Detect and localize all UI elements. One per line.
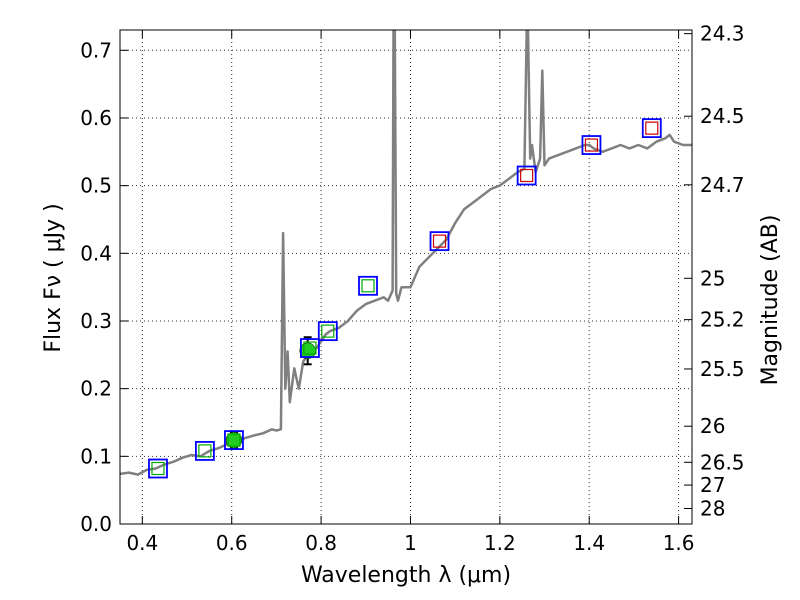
y-tick-label: 0.5 (80, 174, 112, 198)
model-point-inner (227, 433, 241, 447)
model-point-outer (317, 321, 338, 342)
right-tick-label: 24.3 (700, 22, 745, 46)
right-tick-label: 28 (700, 497, 725, 521)
model-point-inner (645, 121, 659, 135)
right-tick-label: 24.5 (700, 104, 745, 128)
model-point-outer (429, 231, 450, 252)
x-tick-label: 1.6 (663, 531, 695, 555)
y-tick-label: 0.1 (80, 444, 112, 468)
right-tick-label: 25.2 (700, 308, 745, 332)
observed-point (225, 431, 243, 449)
model-point-inner (321, 324, 335, 338)
model-point-inner (303, 341, 317, 355)
y-tick-label: 0.4 (80, 241, 112, 265)
model-point-inner (520, 168, 534, 183)
model-point-outer (148, 458, 168, 479)
y-tick-label: 0.7 (80, 38, 112, 62)
model-point-outer (300, 338, 320, 358)
model-point-inner (432, 234, 447, 248)
axis-labels: Wavelength λ (μm) Flux Fν ( μJy ) Magnit… (41, 203, 783, 588)
model-point-outer (581, 135, 602, 155)
photometry-markers (148, 118, 662, 479)
model-point-inner (584, 138, 599, 152)
right-tick-label: 25.5 (700, 357, 745, 381)
model-point-outer (224, 430, 244, 450)
spectrum-series (120, 30, 692, 476)
right-tick-label: 24.7 (700, 173, 745, 197)
plot-frame (119, 29, 693, 525)
model-point-outer (641, 118, 662, 139)
model-point-inner (151, 461, 165, 476)
model-point-inner (361, 279, 375, 293)
model-point-outer (516, 165, 537, 186)
model-point-outer (358, 275, 378, 296)
axes: 0.4 0.6 0.8 1 1.2 1.4 1.6 0.0 0.1 0.2 0.3 0.4 0.5 0.6… (80, 22, 744, 555)
x-axis-label: Wavelength λ (μm) (301, 563, 511, 588)
model-point-outer (195, 441, 215, 461)
y-tick-label: 0.2 (80, 377, 112, 401)
x-tick-label: 1 (404, 531, 417, 555)
right-tick-label: 27 (700, 473, 725, 497)
y-tick-label: 0.6 (80, 106, 112, 130)
model-point-inner (198, 444, 212, 458)
x-tick-label: 0.8 (305, 531, 337, 555)
x-tick-label: 0.4 (126, 531, 158, 555)
x-tick-label: 1.2 (484, 531, 516, 555)
y-tick-label: 0.3 (80, 309, 112, 333)
gridlines (120, 30, 692, 525)
spectrum-line (120, 30, 692, 476)
right-axis-label: Magnitude (AB) (758, 215, 783, 386)
y-axis-label: Flux Fν ( μJy ) (41, 203, 66, 352)
y-tick-label: 0.0 (80, 512, 112, 536)
x-tick-label: 0.6 (216, 531, 248, 555)
right-tick-label: 25 (700, 266, 725, 290)
x-tick-label: 1.4 (573, 531, 605, 555)
right-tick-label: 26 (700, 414, 725, 438)
right-tick-label: 26.5 (700, 450, 745, 474)
